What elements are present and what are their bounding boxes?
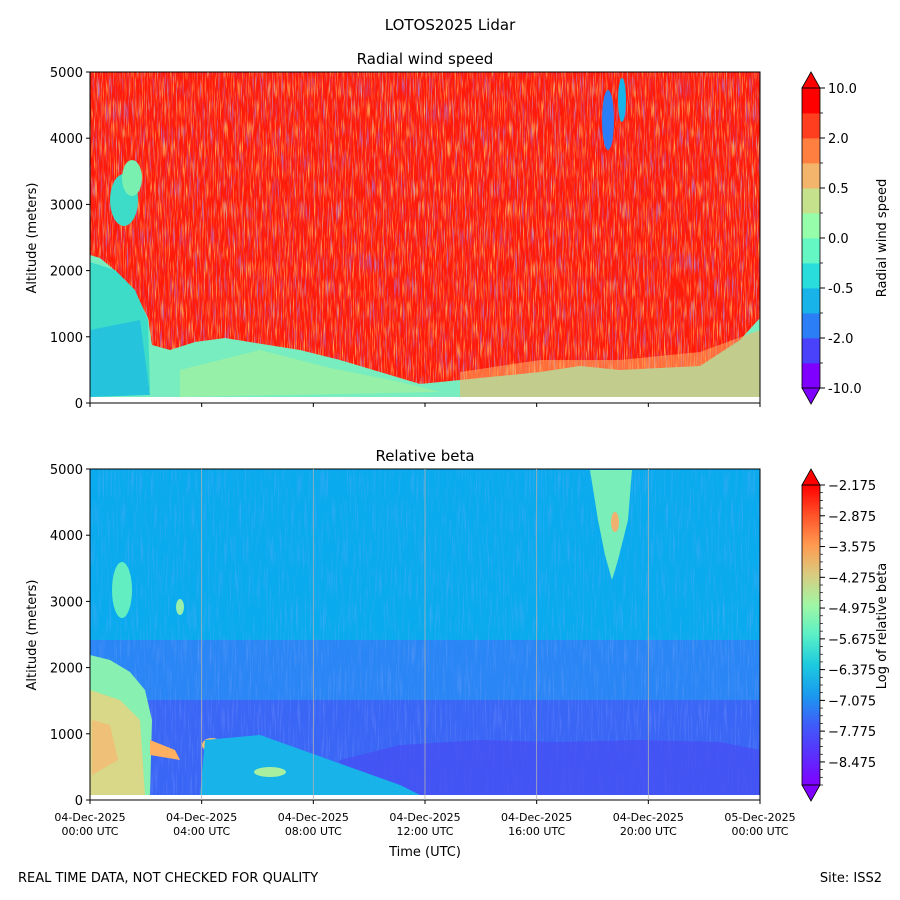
colorbar-tick-label: −6.375 bbox=[828, 664, 876, 679]
xtick-time: 08:00 UTC bbox=[285, 825, 342, 838]
colorbar-tick-label: -2.0 bbox=[828, 332, 853, 347]
colorbar-tick-label: −3.575 bbox=[828, 541, 876, 556]
xaxis-label: Time (UTC) bbox=[388, 845, 461, 860]
colorbar-segment bbox=[802, 113, 820, 139]
ytick-label: 4000 bbox=[50, 529, 83, 544]
colorbar-tick-label: −7.775 bbox=[828, 725, 876, 740]
footer-site: Site: ISS2 bbox=[820, 871, 882, 886]
colorbar-segment bbox=[802, 338, 820, 364]
ytick-label: 4000 bbox=[50, 132, 83, 147]
colorbar-tick-label: −2.875 bbox=[828, 510, 876, 525]
ytick-label: 5000 bbox=[50, 463, 83, 478]
ytick-label: 3000 bbox=[50, 595, 83, 610]
colorbar-segment bbox=[802, 238, 820, 264]
wind-heatmap bbox=[90, 72, 760, 403]
colorbar-extend-max bbox=[801, 468, 821, 486]
colorbar-segment bbox=[802, 313, 820, 339]
xtick-date: 04-Dec-2025 bbox=[54, 811, 125, 824]
colorbar-tick-label: −5.675 bbox=[828, 633, 876, 648]
xtick-time: 16:00 UTC bbox=[508, 825, 565, 838]
colorbar-segment bbox=[802, 213, 820, 239]
wind-panel-title: Radial wind speed bbox=[357, 50, 494, 68]
colorbar-extend-max bbox=[801, 71, 821, 89]
xtick-time: 20:00 UTC bbox=[620, 825, 677, 838]
colorbar-segment bbox=[802, 138, 820, 164]
xtick-time: 12:00 UTC bbox=[396, 825, 453, 838]
colorbar-tick-label: −8.475 bbox=[828, 756, 876, 771]
wind-yaxis: 0 1000 2000 3000 4000 5000 bbox=[50, 66, 90, 412]
colorbar-segment bbox=[802, 163, 820, 189]
beta-colorbar: −8.475 −7.775 −7.075 −6.375 −5.675 −4.975 −4.2… bbox=[801, 468, 876, 802]
colorbar-extend-min bbox=[801, 387, 821, 405]
colorbar-segment bbox=[802, 363, 820, 389]
beta-panel: Relative beta Altitude (meters) 0 1000 200… bbox=[25, 447, 890, 838]
wind-colorbar: -10.0 -2.0 -0.5 0.0 0.5 2.0 10.0 bbox=[801, 71, 862, 405]
xtick-date: 04-Dec-2025 bbox=[166, 811, 237, 824]
footer-quality-note: REAL TIME DATA, NOT CHECKED FOR QUALITY bbox=[18, 871, 318, 886]
xtick-date: 04-Dec-2025 bbox=[278, 811, 349, 824]
colorbar-segment bbox=[802, 288, 820, 314]
colorbar-tick-label: 0.5 bbox=[828, 182, 849, 197]
colorbar-extend-min bbox=[801, 784, 821, 802]
colorbar-tick-label: −2.175 bbox=[828, 479, 876, 494]
colorbar-segment bbox=[802, 188, 820, 214]
xtick-time: 00:00 UTC bbox=[61, 825, 118, 838]
wind-ylabel: Altitude (meters) bbox=[25, 183, 40, 294]
beta-colorbar-label: Log of relative beta bbox=[875, 563, 890, 690]
wind-speed-panel: Radial wind speed Altitude (meters) 0 100… bbox=[25, 50, 890, 412]
colorbar-segment bbox=[802, 88, 820, 114]
xtick-time: 04:00 UTC bbox=[173, 825, 230, 838]
wind-xaxis bbox=[89, 403, 761, 407]
beta-yaxis: 0 1000 2000 3000 4000 5000 bbox=[50, 463, 90, 809]
ytick-label: 5000 bbox=[50, 66, 83, 81]
xtick-date: 04-Dec-2025 bbox=[389, 811, 460, 824]
colorbar-gradient bbox=[802, 485, 820, 785]
ytick-label: 0 bbox=[75, 794, 83, 809]
xtick-date: 05-Dec-2025 bbox=[724, 811, 795, 824]
colorbar-tick-label: -10.0 bbox=[828, 382, 862, 397]
figure-title: LOTOS2025 Lidar bbox=[385, 16, 516, 34]
colorbar-tick-label: −4.975 bbox=[828, 602, 876, 617]
colorbar-tick-label: 2.0 bbox=[828, 132, 849, 147]
ytick-label: 2000 bbox=[50, 662, 83, 677]
colorbar-tick-label: 0.0 bbox=[828, 232, 849, 247]
beta-ylabel: Altitude (meters) bbox=[25, 580, 40, 691]
ytick-label: 1000 bbox=[50, 331, 83, 346]
colorbar-tick-label: −4.275 bbox=[828, 571, 876, 586]
xtick-date: 04-Dec-2025 bbox=[501, 811, 572, 824]
ytick-label: 3000 bbox=[50, 198, 83, 213]
ytick-label: 1000 bbox=[50, 728, 83, 743]
colorbar-tick-label: -0.5 bbox=[828, 282, 853, 297]
ytick-label: 0 bbox=[75, 397, 83, 412]
colorbar-tick-label: 10.0 bbox=[828, 82, 857, 97]
colorbar-tick-label: −7.075 bbox=[828, 694, 876, 709]
beta-panel-title: Relative beta bbox=[375, 447, 474, 465]
colorbar-segment bbox=[802, 263, 820, 289]
xtick-time: 00:00 UTC bbox=[731, 825, 788, 838]
wind-colorbar-label: Radial wind speed bbox=[875, 179, 890, 297]
xtick-date: 04-Dec-2025 bbox=[613, 811, 684, 824]
ytick-label: 2000 bbox=[50, 265, 83, 280]
